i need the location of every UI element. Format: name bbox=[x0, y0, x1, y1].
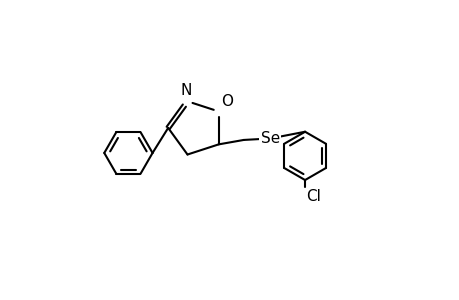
Text: Se: Se bbox=[260, 131, 280, 146]
Text: Cl: Cl bbox=[305, 189, 320, 204]
Text: N: N bbox=[180, 83, 191, 98]
Text: O: O bbox=[220, 94, 232, 109]
